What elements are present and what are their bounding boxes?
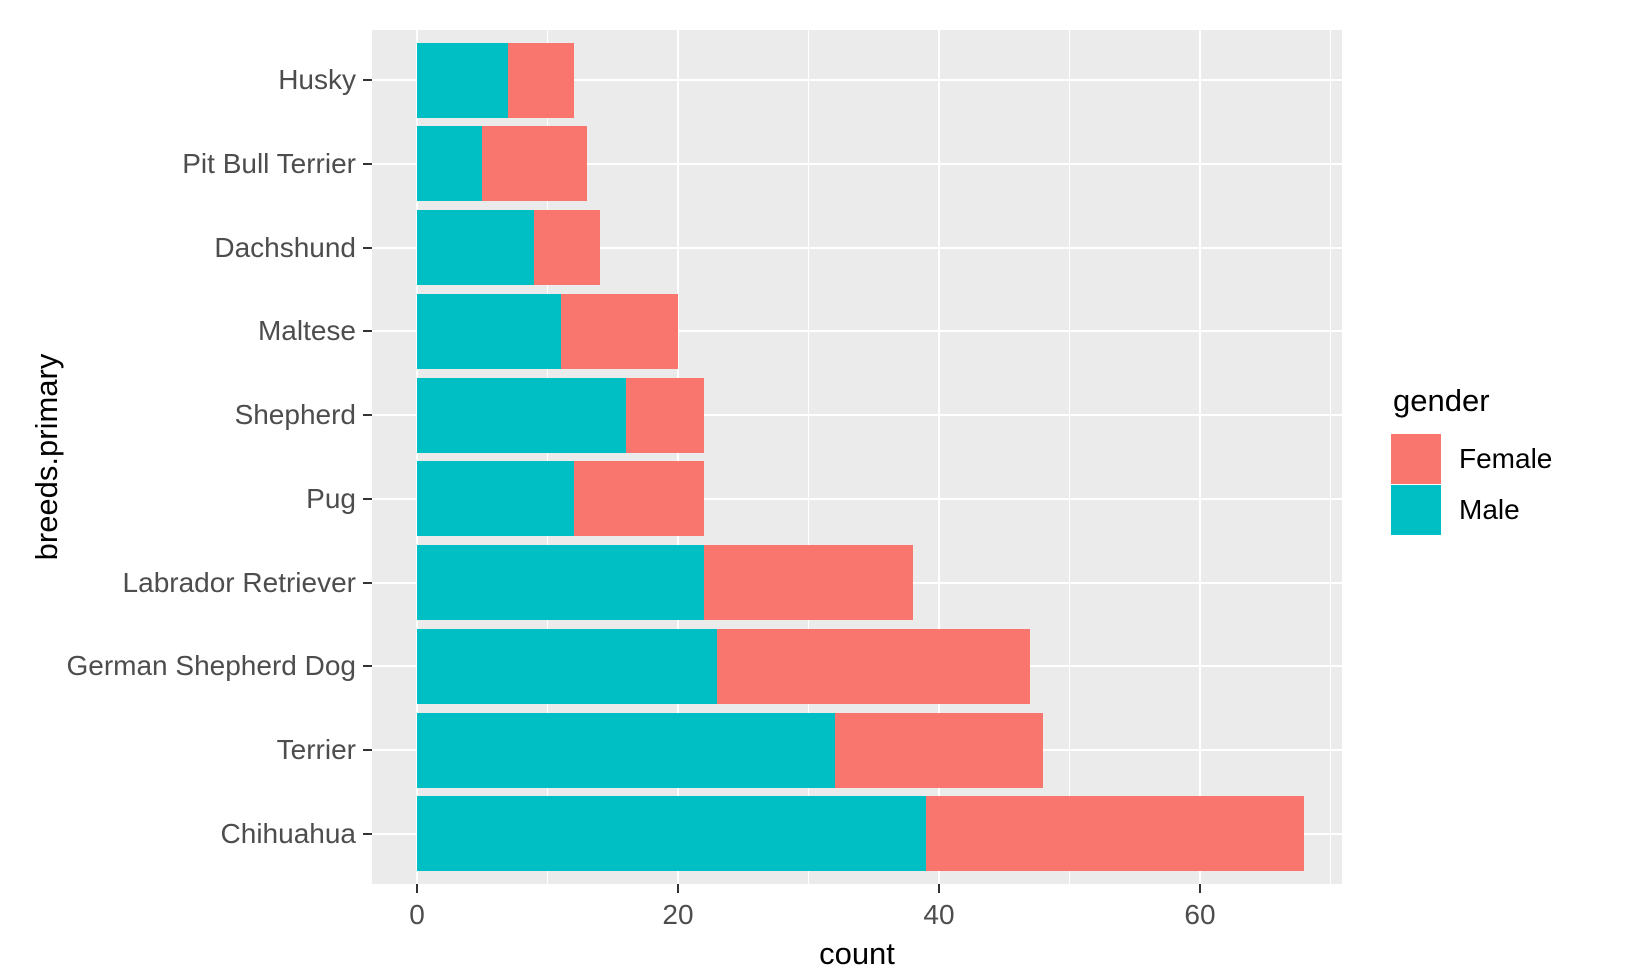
y-axis-category-label: Maltese [257,315,356,347]
gridline-major-vertical [938,30,940,884]
bar-segment-female [482,126,587,202]
legend-swatch-male [1391,485,1441,535]
bar-segment-female [573,461,705,537]
y-axis-title: breeds.primary [29,353,64,561]
gridline-minor-vertical [1330,30,1331,884]
bar-segment-male [417,545,705,621]
legend-label: Male [1459,494,1520,525]
legend-items: Female Male [1391,434,1552,535]
gridline-major-horizontal [372,330,1342,333]
gridline-major-vertical [677,30,679,884]
bar-segment-female [704,545,913,621]
x-axis-tick-label: 0 [409,899,425,930]
gridline-major-vertical [1199,30,1201,884]
y-axis-category-label: Pit Bull Terrier [182,147,356,179]
y-axis-tick [363,79,372,82]
x-axis-tick [416,884,418,893]
gridline-major-horizontal [372,162,1342,165]
x-axis-tick-label: 40 [923,899,955,930]
gridline-major-horizontal [372,497,1342,500]
bar-segment-female [625,377,705,453]
y-axis-tick [363,665,372,668]
gridline-major-horizontal [372,414,1342,417]
y-axis-category-label: Chihuahua [220,817,356,849]
gridline-minor-vertical [808,30,809,884]
bar-segment-female [560,293,678,369]
bar-segment-male [417,628,718,704]
gridline-minor-vertical [1069,30,1070,884]
gridline-major-vertical [416,30,418,884]
legend-item-male: Male [1391,485,1552,535]
y-axis-category-label: Dachshund [214,231,356,263]
bar-segment-female [925,796,1305,872]
bar-segment-female [717,628,1031,704]
bar-segment-male [417,796,926,872]
y-axis-category-label: Terrier [276,734,356,766]
y-axis-tick [363,581,372,584]
bar-segment-male [417,712,835,788]
y-axis-tick [363,414,372,417]
bar-segment-male [417,210,535,286]
bar-segment-male [417,377,626,453]
x-axis-tick-label: 20 [662,899,694,930]
y-axis-category-label: Pug [306,482,356,514]
legend-label: Female [1459,443,1553,474]
y-axis-category-label: Labrador Retriever [122,566,356,598]
bar-segment-female [508,42,574,118]
y-axis-category-label: Shepherd [234,399,356,431]
bar-segment-female [534,210,600,286]
y-axis-category-label: Husky [278,64,356,96]
y-axis-tick [363,246,372,249]
x-axis-tick [1199,884,1201,893]
y-axis-tick [363,162,372,165]
x-axis-tick [938,884,940,893]
y-axis-tick [363,832,372,835]
bar-segment-male [417,126,483,202]
bar-segment-male [417,293,561,369]
gridline-major-horizontal [372,79,1342,82]
y-axis-tick [363,330,372,333]
gridline-minor-vertical [547,30,548,884]
plot-panel [372,30,1342,884]
legend-title: gender [1393,383,1490,418]
legend-swatch-female [1391,434,1441,484]
bar-segment-female [834,712,1044,788]
y-axis-category-label: German Shepherd Dog [66,650,356,682]
y-axis-tick [363,749,372,752]
x-axis-tick [677,884,679,893]
gridline-major-horizontal [372,246,1342,249]
x-axis-tick-label: 60 [1184,899,1216,930]
bar-segment-male [417,42,509,118]
legend: gender Female Male [1391,383,1552,536]
legend-item-female: Female [1391,434,1552,484]
x-axis-title: count [819,936,895,971]
bar-segment-male [417,461,574,537]
y-axis-tick [363,497,372,500]
